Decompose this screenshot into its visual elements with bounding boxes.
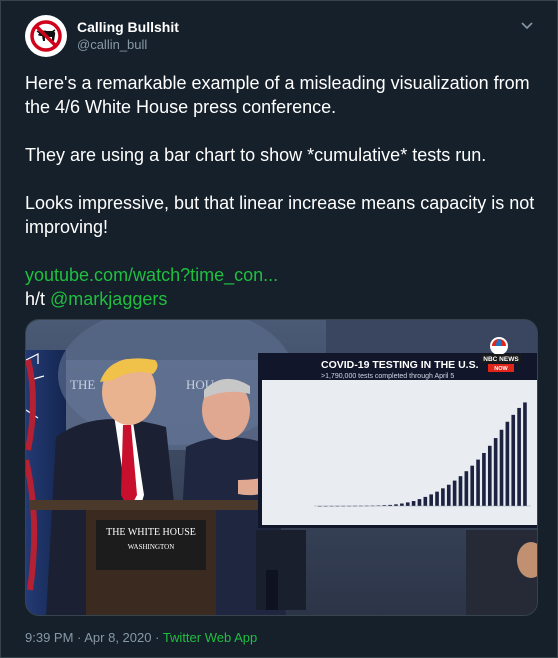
chart-bar bbox=[446, 484, 451, 506]
chart-bar bbox=[423, 496, 428, 506]
chart-bar bbox=[394, 504, 398, 506]
chart-bar bbox=[452, 480, 457, 506]
chart-bar bbox=[400, 503, 404, 506]
tweet-link-line: youtube.com/watch?time_con... bbox=[25, 263, 535, 287]
wall-seal-text: THE bbox=[70, 377, 95, 392]
chart-bar bbox=[441, 488, 445, 506]
chevron-down-icon[interactable] bbox=[519, 17, 535, 33]
tweet-paragraph: They are using a bar chart to show *cumu… bbox=[25, 145, 487, 165]
nbc-logo-text: NBC NEWS bbox=[483, 356, 519, 363]
tweet-media[interactable]: THE HOU THE WHITE HOUSE WASHINGTON bbox=[25, 319, 538, 616]
chart-bar bbox=[458, 476, 463, 506]
hat-tip-line: h/t @markjaggers bbox=[25, 287, 535, 311]
tweet-text: Here's a remarkable example of a mislead… bbox=[25, 71, 535, 311]
chart-bar bbox=[511, 414, 516, 506]
press-conference-image: THE HOU THE WHITE HOUSE WASHINGTON bbox=[26, 320, 537, 615]
chart-screen: COVID-19 TESTING IN THE U.S. >1,790,000 … bbox=[258, 353, 537, 528]
chart-bar bbox=[523, 402, 527, 506]
tweet-footer: 9:39 PM · Apr 8, 2020 · Twitter Web App bbox=[25, 630, 257, 645]
chart-bar bbox=[429, 494, 433, 506]
separator: · bbox=[151, 630, 163, 645]
chart-bar bbox=[482, 452, 486, 506]
podium-title: THE WHITE HOUSE bbox=[106, 527, 196, 538]
podium-subtitle: WASHINGTON bbox=[128, 543, 175, 551]
tweet-header: Calling Bullshit @callin_bull bbox=[25, 15, 535, 57]
nbc-now-text: NOW bbox=[494, 366, 508, 372]
chart-bar bbox=[417, 499, 422, 506]
chart-bar bbox=[493, 438, 498, 506]
chart-bar bbox=[476, 459, 480, 506]
tweet-paragraph: Here's a remarkable example of a mislead… bbox=[25, 73, 530, 117]
author-handle[interactable]: @callin_bull bbox=[77, 37, 148, 52]
chart-bars bbox=[318, 402, 527, 507]
author-name[interactable]: Calling Bullshit bbox=[77, 19, 179, 35]
hat-tip-prefix: h/t bbox=[25, 289, 46, 309]
chart-bar bbox=[517, 407, 521, 506]
youtube-link[interactable]: youtube.com/watch?time_con... bbox=[25, 265, 279, 285]
chart-bar bbox=[411, 501, 416, 506]
chart-bar bbox=[388, 504, 392, 506]
mention-link[interactable]: @markjaggers bbox=[50, 289, 168, 309]
avatar[interactable] bbox=[25, 15, 67, 57]
separator: · bbox=[73, 630, 85, 645]
tweet-date[interactable]: Apr 8, 2020 bbox=[84, 630, 152, 645]
chart-title: COVID-19 TESTING IN THE U.S. bbox=[321, 359, 479, 371]
chart-bar bbox=[470, 465, 475, 506]
podium: THE WHITE HOUSE WASHINGTON bbox=[29, 500, 269, 615]
nbc-news-badge: NBC NEWS NOW bbox=[481, 337, 521, 372]
chart-bar bbox=[464, 471, 469, 506]
chart-bar bbox=[505, 421, 510, 506]
tweet-source[interactable]: Twitter Web App bbox=[162, 630, 258, 645]
chart-bar bbox=[405, 502, 410, 506]
no-bull-icon bbox=[26, 16, 66, 56]
chart-bar bbox=[487, 445, 492, 506]
tweet-paragraph: Looks impressive, but that linear increa… bbox=[25, 193, 535, 237]
chart-bar bbox=[499, 429, 504, 506]
chart-bar bbox=[382, 505, 387, 506]
chart-bar bbox=[435, 491, 439, 506]
tweet-time[interactable]: 9:39 PM bbox=[25, 630, 74, 645]
chart-subtitle: >1,790,000 tests completed through April… bbox=[321, 373, 454, 380]
